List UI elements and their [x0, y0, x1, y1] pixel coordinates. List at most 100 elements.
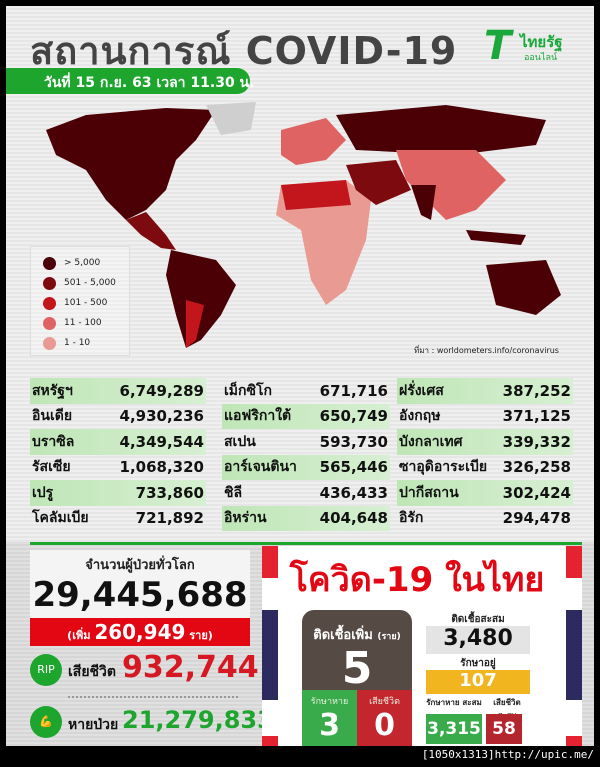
country-row: อิรัก 294,478: [397, 506, 573, 532]
indonesia: [466, 230, 526, 245]
country-cases: 721,892: [135, 509, 204, 528]
world-deaths: 932,744: [122, 650, 259, 685]
muscle-arm-icon: 💪: [30, 706, 62, 738]
australia: [486, 260, 561, 315]
country-column: เม็กซิโก 671,716 แอฟริกาใต้ 650,749 สเปน 593,…: [222, 378, 390, 531]
legend-item: 11 - 100: [31, 313, 129, 333]
country-cases: 436,433: [319, 483, 388, 502]
legend-item: 501 - 5,000: [31, 273, 129, 293]
country-row: สหรัฐฯ 6,749,289: [30, 378, 206, 404]
greenland: [206, 102, 256, 135]
world-recovered: 21,279,833: [122, 706, 274, 734]
deaths-cumulative: 58: [486, 714, 522, 744]
country-cases: 4,930,236: [119, 407, 204, 426]
country-cases: 371,125: [502, 407, 571, 426]
country-row: ฝรั่งเศส 387,252: [397, 378, 573, 404]
legend-swatch: [43, 296, 56, 310]
world-total: 29,445,688: [32, 575, 248, 615]
middle-east: [346, 160, 411, 205]
tombstone-icon: RIP: [30, 654, 62, 686]
country-cases: 565,446: [319, 458, 388, 477]
country-name: อิหร่าน: [224, 510, 267, 527]
country-cases: 6,749,289: [119, 381, 204, 400]
north-america: [46, 108, 216, 220]
world-new-cases: (เพิ่ม 260,949 ราย): [30, 618, 250, 646]
country-cases: 326,258: [502, 458, 571, 477]
central-america: [126, 212, 176, 250]
recovered-cumulative: 3,315: [426, 714, 482, 744]
country-row: บราซิล 4,349,544: [30, 429, 206, 455]
argentina: [186, 300, 204, 348]
country-name: ฝรั่งเศส: [399, 382, 444, 399]
world-stats: จำนวนผู้ป่วยทั่วโลก 29,445,688 (เพิ่ม 26…: [30, 546, 274, 746]
country-row: โคลัมเบีย 721,892: [30, 506, 206, 532]
africa: [276, 180, 371, 305]
asia: [396, 150, 506, 220]
country-row: ซาอุดิอาระเบีย 326,258: [397, 455, 573, 481]
country-name: บังกลาเทศ: [399, 433, 463, 450]
country-row: รัสเซีย 1,068,320: [30, 455, 206, 481]
country-name: แอฟริกาใต้: [224, 408, 292, 425]
legend-item: > 5,000: [31, 253, 129, 273]
infographic: สถานการณ์ COVID-19 T ไทยรัฐ ออนไลน์ วันท…: [6, 6, 594, 746]
north-africa: [281, 180, 351, 210]
country-column: สหรัฐฯ 6,749,289 อินเดีย 4,930,236 บราซิล 4,3…: [30, 378, 206, 531]
legend-swatch: [43, 276, 56, 290]
country-name: อาร์เจนตินา: [224, 459, 297, 476]
country-row: อิหร่าน 404,648: [222, 505, 390, 531]
country-name: สเปน: [224, 433, 256, 450]
country-cases: 4,349,544: [119, 432, 204, 451]
new-recovered-box: รักษาหาย 3: [302, 690, 357, 746]
country-name: ซาอุดิอาระเบีย: [399, 459, 488, 476]
dotted-divider: [68, 696, 238, 698]
country-name: โคลัมเบีย: [32, 510, 89, 527]
country-cases: 650,749: [319, 407, 388, 426]
new-cases-box: ติดเชื้อเพิ่ม (ราย) 5 รักษาหาย 3 เสียชีวิ…: [302, 610, 412, 746]
country-row: เปรู 733,860: [30, 480, 206, 506]
thailand-title: โควิด-19 ในไทย: [289, 560, 545, 600]
legend-item: 1 - 10: [31, 333, 129, 353]
country-name: เม็กซิโก: [224, 382, 272, 399]
world-map: [46, 102, 561, 348]
country-name: รัสเซีย: [32, 459, 71, 476]
new-deaths-box: เสียชีวิต 0: [357, 690, 412, 746]
country-name: อังกฤษ: [399, 408, 441, 425]
country-row: อังกฤษ 371,125: [397, 404, 573, 430]
europe: [281, 118, 346, 165]
country-cases: 671,716: [319, 381, 388, 400]
india: [411, 185, 436, 220]
thairath-logo: T ไทยรัฐ ออนไลน์: [484, 23, 563, 69]
cumulative-cases: 3,480: [426, 626, 530, 654]
divider: [30, 542, 582, 545]
country-cases: 733,860: [135, 483, 204, 502]
country-cases: 339,332: [502, 432, 571, 451]
country-cases: 294,478: [502, 509, 571, 528]
country-row: ปากีสถาน 302,424: [397, 480, 573, 506]
country-cases: 1,068,320: [119, 458, 204, 477]
south-america: [166, 250, 236, 348]
country-cases: 302,424: [502, 483, 571, 502]
country-name: สหรัฐฯ: [32, 382, 73, 399]
country-row: สเปน 593,730: [222, 429, 390, 455]
russia: [336, 105, 546, 155]
country-cases: 593,730: [319, 432, 388, 451]
source-note: ที่มา : worldometers.info/coronavirus: [414, 346, 559, 355]
page-title: สถานการณ์ COVID-19: [30, 29, 458, 73]
legend-swatch: [43, 256, 56, 270]
legend-swatch: [43, 316, 56, 330]
country-row: อาร์เจนตินา 565,446: [222, 454, 390, 480]
country-name: ชิลี: [224, 484, 243, 501]
country-name: อินเดีย: [32, 408, 73, 425]
legend-item: 101 - 500: [31, 293, 129, 313]
country-row: อินเดีย 4,930,236: [30, 404, 206, 430]
map-legend: > 5,000 501 - 5,000 101 - 500 11 - 100 1…: [30, 246, 130, 356]
thailand-panel: โควิด-19 ในไทย ติดเชื้อเพิ่ม (ราย) 5 รัก…: [262, 546, 582, 746]
country-name: ปากีสถาน: [399, 484, 459, 501]
world-total-box: จำนวนผู้ป่วยทั่วโลก 29,445,688: [30, 550, 250, 618]
country-name: บราซิล: [32, 433, 75, 450]
country-cases: 387,252: [502, 381, 571, 400]
country-row: บังกลาเทศ 339,332: [397, 429, 573, 455]
new-cases: 5: [341, 643, 373, 694]
country-row: แอฟริกาใต้ 650,749: [222, 403, 390, 429]
country-name: อิรัก: [399, 510, 424, 527]
